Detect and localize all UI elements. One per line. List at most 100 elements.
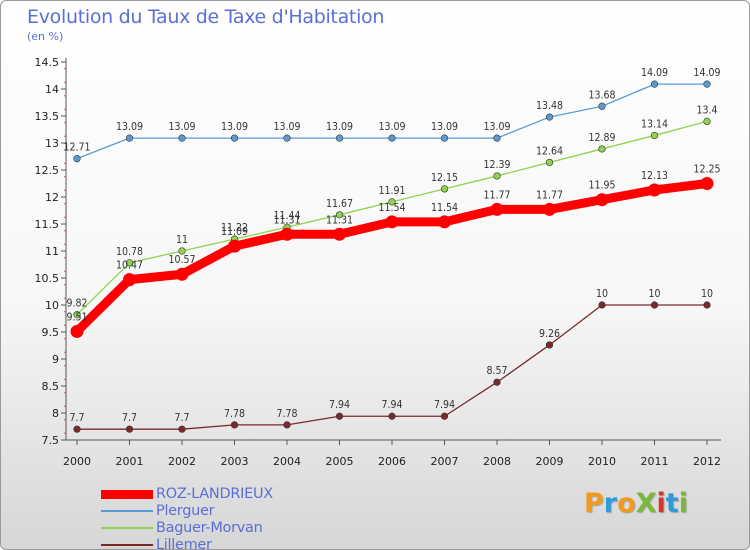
legend-label: ROZ-LANDRIEUX [156,486,273,502]
data-label: 13.4 [696,104,717,116]
legend-swatch [101,510,153,512]
data-point [73,155,81,163]
y-tick-label: 14.5 [35,56,60,69]
y-tick-label: 7.5 [42,434,60,447]
data-point [438,215,451,229]
data-label: 13.09 [273,121,300,133]
data-label: 7.94 [434,399,455,411]
data-label: 10 [701,288,713,300]
data-point [703,80,711,88]
data-label: 11.67 [326,198,353,210]
data-point [178,247,186,255]
data-label: 13.09 [431,121,458,133]
data-label: 10.47 [116,260,143,272]
data-point [70,324,84,338]
data-point [280,227,294,241]
data-point [598,145,606,153]
y-tick-label: 8 [52,407,59,420]
data-point [545,158,554,167]
data-point [175,267,189,281]
y-tick-label: 8.5 [42,380,60,393]
y-tick-label: 14 [45,83,59,96]
logo-letter: P [584,488,604,519]
data-point [335,134,344,142]
data-point [125,134,134,142]
data-point [493,378,501,386]
data-label: 7.78 [276,408,297,420]
data-point [493,172,501,180]
legend-swatch [101,544,153,546]
legend-label: Lillemer [156,537,212,550]
x-tick-label: 2008 [483,455,511,468]
x-tick-label: 2002 [168,455,196,468]
data-label: 10 [648,288,660,300]
x-tick-label: 2005 [326,455,354,468]
y-tick-label: 12 [45,191,59,204]
data-point [228,239,241,253]
data-label: 12.13 [641,170,668,182]
data-point [440,412,449,420]
data-label: 11.31 [273,214,300,226]
data-label: 12.89 [588,132,615,144]
data-label: 11.95 [588,180,615,192]
data-label: 8.57 [486,365,507,377]
data-label: 12.64 [536,145,563,157]
data-point [595,193,609,207]
data-label: 7.7 [69,412,84,424]
data-label: 11.22 [221,222,248,234]
data-point [335,412,344,420]
legend-swatch [101,489,153,499]
y-tick-label: 10.5 [35,272,60,285]
proxiti-logo: ProXiti [584,488,688,519]
data-point [388,198,396,206]
legend-label: Plerguer [156,503,215,519]
data-label: 13.48 [536,100,563,112]
logo-letter: r [603,488,618,519]
data-point [648,183,661,197]
data-label: 11.54 [378,202,405,214]
logo-letter: i [656,488,666,519]
data-label: 11 [176,234,188,246]
data-label: 13.09 [168,121,195,133]
data-label: 11.54 [431,202,458,214]
logo-letter: i [678,488,688,519]
data-point [388,134,396,142]
data-point [545,341,554,349]
data-point [178,425,186,433]
data-point [73,425,81,433]
data-point [333,227,346,241]
data-label: 12.39 [483,159,510,171]
x-tick-label: 2007 [431,455,459,468]
data-label: 13.14 [641,118,668,130]
y-tick-label: 13 [45,137,59,150]
data-label: 11.44 [273,210,300,222]
x-tick-label: 2009 [536,455,564,468]
data-label: 13.09 [378,121,405,133]
data-label: 11.09 [221,226,248,238]
data-point [440,134,449,142]
x-tick-label: 2012 [693,455,721,468]
logo-letter: t [665,488,679,519]
y-tick-label: 9 [52,353,59,366]
data-label: 7.94 [329,399,350,411]
data-point [545,113,554,121]
data-point [385,215,399,229]
data-label: 11.77 [483,189,510,201]
data-label: 13.09 [221,121,248,133]
y-tick-label: 11.5 [35,218,60,231]
data-point [543,202,556,216]
data-label: 7.7 [174,412,189,424]
x-tick-label: 2006 [378,455,406,468]
x-tick-label: 2001 [116,455,144,468]
data-point [650,80,659,88]
data-point [650,301,659,309]
data-point [703,301,711,309]
data-point [703,117,711,125]
data-label: 13.09 [483,121,510,133]
data-label: 10.78 [116,246,143,258]
y-tick-label: 9.5 [42,326,60,339]
chart-subtitle: (en %) [27,30,64,43]
logo-letter: X [635,488,657,519]
data-label: 9.82 [66,298,87,310]
data-point [490,202,504,216]
